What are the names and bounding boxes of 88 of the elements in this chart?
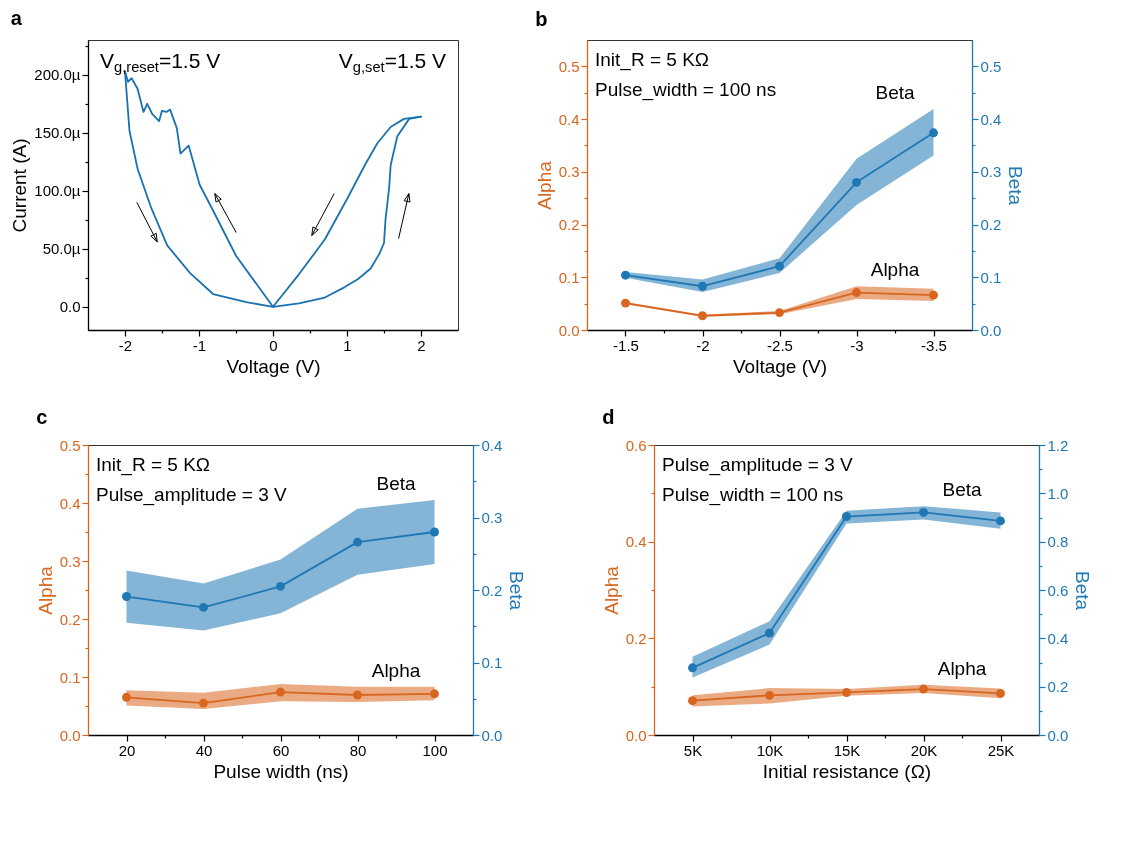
y-tick-label: 0.3 bbox=[558, 163, 580, 181]
y-tick-label: 150.0µ bbox=[34, 124, 81, 142]
series-label: Alpha bbox=[870, 259, 920, 281]
y-tick-label: 50.0µ bbox=[42, 240, 81, 258]
y2-axis-title: Beta bbox=[1072, 570, 1094, 611]
series-label: Beta bbox=[376, 473, 416, 495]
chart-title: d bbox=[602, 406, 615, 428]
y-tick-label: 0.2 bbox=[59, 610, 81, 628]
annotation: Init_R = 5 KΩ bbox=[595, 49, 710, 71]
x-axis-title: Initial resistance (Ω) bbox=[762, 760, 932, 782]
x-tick-label: 10K bbox=[756, 741, 784, 759]
y2-tick-label: 0.8 bbox=[1047, 533, 1069, 551]
y2-tick-label: 0.1 bbox=[980, 268, 1002, 286]
annotation: Init_R = 5 KΩ bbox=[96, 454, 211, 476]
x-tick-label: 20 bbox=[118, 741, 136, 759]
x-tick-label: 25K bbox=[987, 741, 1015, 759]
x-tick-label: 1 bbox=[343, 336, 352, 354]
x-tick-label: -2 bbox=[696, 336, 710, 354]
y-axis-title: Alpha bbox=[34, 565, 56, 615]
y2-tick-label: 0.3 bbox=[481, 509, 503, 526]
annotation: Pulse_amplitude = 3 V bbox=[662, 454, 853, 476]
y2-tick-label: 0.0 bbox=[481, 726, 503, 744]
y2-tick-label: 0.0 bbox=[1047, 726, 1069, 744]
series-label: Alpha bbox=[937, 657, 987, 679]
x-tick-label: -2.5 bbox=[767, 336, 793, 354]
y-tick-label: 0.2 bbox=[625, 629, 647, 647]
x-tick-label: 60 bbox=[272, 741, 290, 759]
series-label: Beta bbox=[875, 82, 915, 104]
y2-tick-label: 0.2 bbox=[481, 581, 503, 599]
y-tick-label: 0.1 bbox=[558, 268, 580, 286]
x-tick-label: -1 bbox=[192, 336, 207, 354]
x-tick-label: 2 bbox=[417, 336, 426, 354]
y2-axis-title: Beta bbox=[506, 570, 528, 611]
annotation: V$_{g,reset}$=1.5 V bbox=[100, 49, 221, 75]
y2-tick-label: 0.1 bbox=[481, 654, 503, 671]
y2-axis-title: Beta bbox=[1005, 165, 1027, 206]
x-tick-label: -1.5 bbox=[613, 336, 639, 354]
y2-tick-label: 0.4 bbox=[980, 110, 1002, 128]
annotation: V$_{g,set}$=1.5 V bbox=[338, 49, 446, 75]
x-tick-label: 20K bbox=[910, 741, 938, 759]
y-tick-label: 0.1 bbox=[59, 668, 81, 686]
y-tick-label: 0.6 bbox=[625, 436, 647, 454]
y2-tick-label: 0.3 bbox=[980, 163, 1002, 181]
y2-tick-label: 0.5 bbox=[980, 57, 1002, 75]
x-axis-title: Voltage (V) bbox=[226, 355, 321, 377]
series-label: Alpha bbox=[371, 659, 421, 681]
y-tick-label: 0.0 bbox=[59, 726, 81, 744]
x-tick-label: 15K bbox=[833, 741, 861, 759]
x-axis-title: Pulse width (ns) bbox=[213, 760, 349, 782]
y-tick-label: 100.0µ bbox=[34, 182, 81, 200]
x-tick-label: 100 bbox=[422, 741, 448, 759]
y-tick-label: 0.0 bbox=[59, 298, 81, 316]
y2-tick-label: 0.6 bbox=[1047, 581, 1069, 599]
y2-tick-label: 0.4 bbox=[481, 436, 503, 454]
x-tick-label: -3.5 bbox=[921, 336, 947, 354]
x-tick-label: 0 bbox=[269, 336, 278, 354]
y2-tick-label: 1.2 bbox=[1047, 436, 1069, 454]
annotation: Pulse_amplitude = 3 V bbox=[96, 484, 287, 506]
y2-tick-label: 0.0 bbox=[980, 321, 1002, 339]
y-tick-label: 0.4 bbox=[59, 494, 81, 512]
y-tick-label: 0.4 bbox=[625, 533, 647, 551]
x-tick-label: 5K bbox=[683, 741, 703, 759]
y-tick-label: 0.5 bbox=[558, 57, 580, 75]
annotation: Pulse_width = 100 ns bbox=[662, 484, 844, 506]
y2-tick-label: 0.2 bbox=[980, 216, 1002, 234]
y-axis-title: Alpha bbox=[533, 160, 555, 210]
y2-tick-label: 0.2 bbox=[1047, 678, 1069, 696]
y-tick-label: 0.0 bbox=[558, 321, 580, 339]
y-tick-label: 0.2 bbox=[558, 216, 580, 234]
x-tick-label: 40 bbox=[195, 741, 213, 759]
y-axis-title: Current (A) bbox=[9, 138, 31, 233]
x-tick-label: -3 bbox=[850, 336, 864, 354]
y-axis-title: Alpha bbox=[600, 565, 622, 615]
y-tick-label: 200.0µ bbox=[34, 66, 81, 84]
y-tick-label: 0.3 bbox=[59, 552, 81, 570]
x-axis-title: Voltage (V) bbox=[733, 355, 827, 377]
y-tick-label: 0.4 bbox=[558, 110, 580, 128]
annotation: Pulse_width = 100 ns bbox=[595, 79, 777, 101]
x-tick-label: -2 bbox=[118, 336, 133, 354]
chart-title: a bbox=[10, 6, 23, 29]
chart-title: b bbox=[535, 8, 548, 30]
y-tick-label: 0.5 bbox=[59, 436, 81, 454]
series-label: Beta bbox=[942, 479, 982, 501]
y2-tick-label: 0.4 bbox=[1047, 629, 1069, 647]
chart-title: c bbox=[36, 406, 48, 428]
x-tick-label: 80 bbox=[349, 741, 367, 759]
y-tick-label: 0.0 bbox=[625, 726, 647, 744]
y2-tick-label: 1.0 bbox=[1047, 484, 1069, 502]
